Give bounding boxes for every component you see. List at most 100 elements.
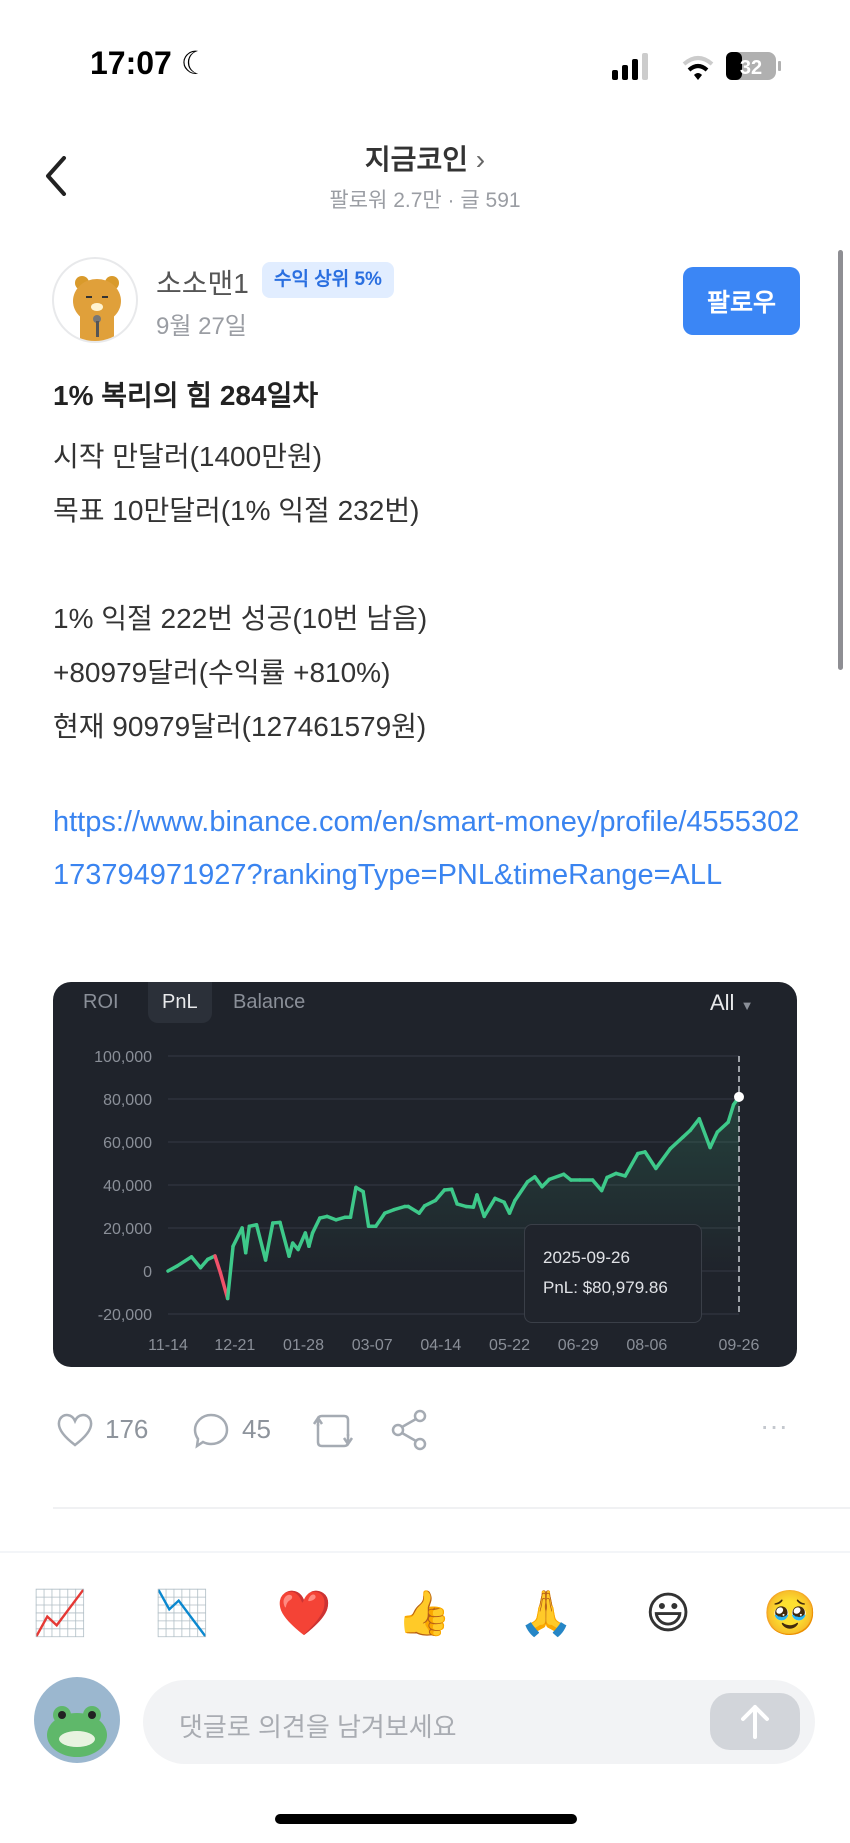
home-indicator (275, 1814, 577, 1824)
pnl-line-segment (243, 1224, 252, 1255)
share-icon[interactable] (390, 1408, 430, 1452)
comment-count: 45 (242, 1414, 271, 1444)
post-date: 9월 27일 (156, 313, 247, 340)
pnl-line-segment (263, 1221, 275, 1262)
pnl-line-segment (406, 1204, 421, 1215)
back-icon[interactable] (42, 156, 72, 196)
data-point-marker (734, 1091, 744, 1102)
my-avatar[interactable] (34, 1677, 120, 1763)
tooltip-value: PnL: $80,979.86 (543, 1278, 668, 1297)
tab-roi[interactable]: ROI (83, 991, 119, 1013)
y-tick-label: 80,000 (103, 1092, 152, 1109)
pnl-line-segment (654, 1146, 673, 1171)
like-count: 176 (105, 1414, 149, 1444)
wifi-icon (682, 56, 714, 80)
board-title[interactable]: 지금코인 › (364, 144, 486, 175)
body-line: 1% 익절 222번 성공(10번 남음) (53, 603, 428, 634)
x-tick-label: 08-06 (626, 1337, 667, 1354)
reaction-thumbs-up-icon[interactable]: 👍 (396, 1589, 452, 1638)
pnl-line-segment (307, 1231, 315, 1249)
x-tick-label: 05-22 (489, 1337, 530, 1354)
pnl-line-segment (348, 1185, 358, 1219)
comment-icon[interactable] (192, 1412, 230, 1450)
pnl-line-segment (726, 1102, 736, 1124)
pnl-line-segment (513, 1180, 530, 1203)
y-tick-label: 0 (143, 1264, 152, 1281)
send-button[interactable] (710, 1693, 800, 1750)
body-line: 시작 만달러(1400만원) (53, 441, 323, 472)
body-line: 목표 10만달러(1% 익절 232번) (53, 495, 420, 526)
comment-placeholder: 댓글로 의견을 남겨보세요 (179, 1712, 457, 1742)
pnl-line-segment (507, 1198, 517, 1215)
status-time: 17:07 ☾ (90, 45, 210, 81)
chart-tooltip: 2025-09-26 PnL: $80,979.86 (524, 1224, 702, 1323)
status-icons: 32 (612, 52, 781, 80)
x-tick-label: 11-14 (148, 1337, 188, 1354)
pnl-line-segment (688, 1117, 701, 1133)
pnl-line-segment (715, 1120, 730, 1134)
more-options-icon[interactable]: ··· (760, 1410, 788, 1441)
pnl-line-segment (374, 1211, 387, 1229)
pnl-line-segment (623, 1151, 640, 1178)
pnl-line-segment (599, 1175, 609, 1193)
binance-link[interactable]: https://www.binance.com/en/smart-money/p… (53, 806, 800, 891)
pnl-line-segment (590, 1178, 604, 1193)
comment-input[interactable]: 댓글로 의견을 남겨보세요 (143, 1680, 815, 1764)
reaction-chart-up-icon[interactable]: 📈 (32, 1589, 88, 1638)
post-body: 시작 만달러(1400만원) 목표 10만달러(1% 익절 232번) 1% 익… (53, 430, 813, 754)
pnl-line-segment (433, 1188, 447, 1203)
y-tick-label: 40,000 (103, 1178, 152, 1195)
repost-icon[interactable] (310, 1412, 356, 1450)
pnl-line-segment (310, 1216, 322, 1235)
tooltip-date: 2025-09-26 (543, 1248, 630, 1267)
pnl-line-segment (278, 1220, 291, 1258)
reaction-smile-icon[interactable]: 😃 (645, 1589, 691, 1638)
pnl-chart-card[interactable]: ROI PnL Balance All ▼ 100,000 80,000 60,00… (53, 982, 797, 1367)
divider (53, 1507, 850, 1509)
pnl-line-segment (189, 1255, 203, 1270)
arrow-up-icon (741, 1705, 769, 1739)
divider (0, 1551, 850, 1553)
range-select[interactable]: All ▼ (710, 990, 754, 1015)
x-tick-label: 09-26 (719, 1337, 760, 1354)
board-stats: 팔로워 2.7만 · 글 591 (329, 189, 521, 212)
follow-button[interactable]: 팔로우 (683, 267, 800, 335)
pnl-line-segment (175, 1255, 194, 1268)
pnl-line-segment (231, 1226, 244, 1249)
pnl-line-segment (225, 1244, 235, 1301)
reaction-chart-down-icon[interactable]: 📉 (154, 1589, 210, 1638)
author-avatar[interactable] (52, 257, 138, 343)
post-title: 1% 복리의 힘 284일차 (53, 380, 319, 411)
scrollbar[interactable] (838, 250, 843, 670)
pnl-line-segment (287, 1241, 295, 1258)
signal-icon (612, 53, 648, 80)
chevron-right-icon: › (475, 144, 486, 175)
caret-down-icon: ▼ (740, 998, 754, 1013)
author-name[interactable]: 소소맨1 (156, 268, 249, 299)
rank-badge: 수익 상위 5% (262, 262, 394, 298)
reaction-teary-icon[interactable]: 🥹 (762, 1589, 818, 1638)
x-tick-label: 03-07 (352, 1337, 393, 1354)
pnl-line-segment (668, 1135, 685, 1151)
pnl-line-segment (296, 1231, 308, 1252)
reaction-heart-icon[interactable]: ❤️ (276, 1589, 332, 1638)
pnl-line-segment (533, 1175, 544, 1189)
x-tick-label: 12-21 (214, 1337, 255, 1354)
like-icon[interactable] (55, 1412, 95, 1448)
y-tick-label: 60,000 (103, 1135, 152, 1152)
y-tick-label: 100,000 (94, 1049, 152, 1066)
pnl-line-segment (697, 1117, 712, 1150)
tab-balance[interactable]: Balance (233, 991, 306, 1013)
tab-pnl[interactable]: PnL (148, 982, 212, 1023)
pnl-line-segment (213, 1254, 223, 1275)
body-line: +80979달러(수익률 +810%) (53, 657, 391, 688)
pnl-line-segment (392, 1204, 407, 1212)
pnl-line-segment (475, 1193, 486, 1219)
body-line: 현재 90979달러(127461579원) (53, 711, 427, 742)
pnl-line-segment (361, 1189, 371, 1229)
reaction-pray-icon[interactable]: 🙏 (518, 1589, 574, 1638)
svg-text:32: 32 (740, 57, 762, 79)
pnl-line-segment (482, 1196, 497, 1219)
pnl-line-segment (547, 1172, 566, 1182)
pnl-line-segment (198, 1257, 210, 1270)
